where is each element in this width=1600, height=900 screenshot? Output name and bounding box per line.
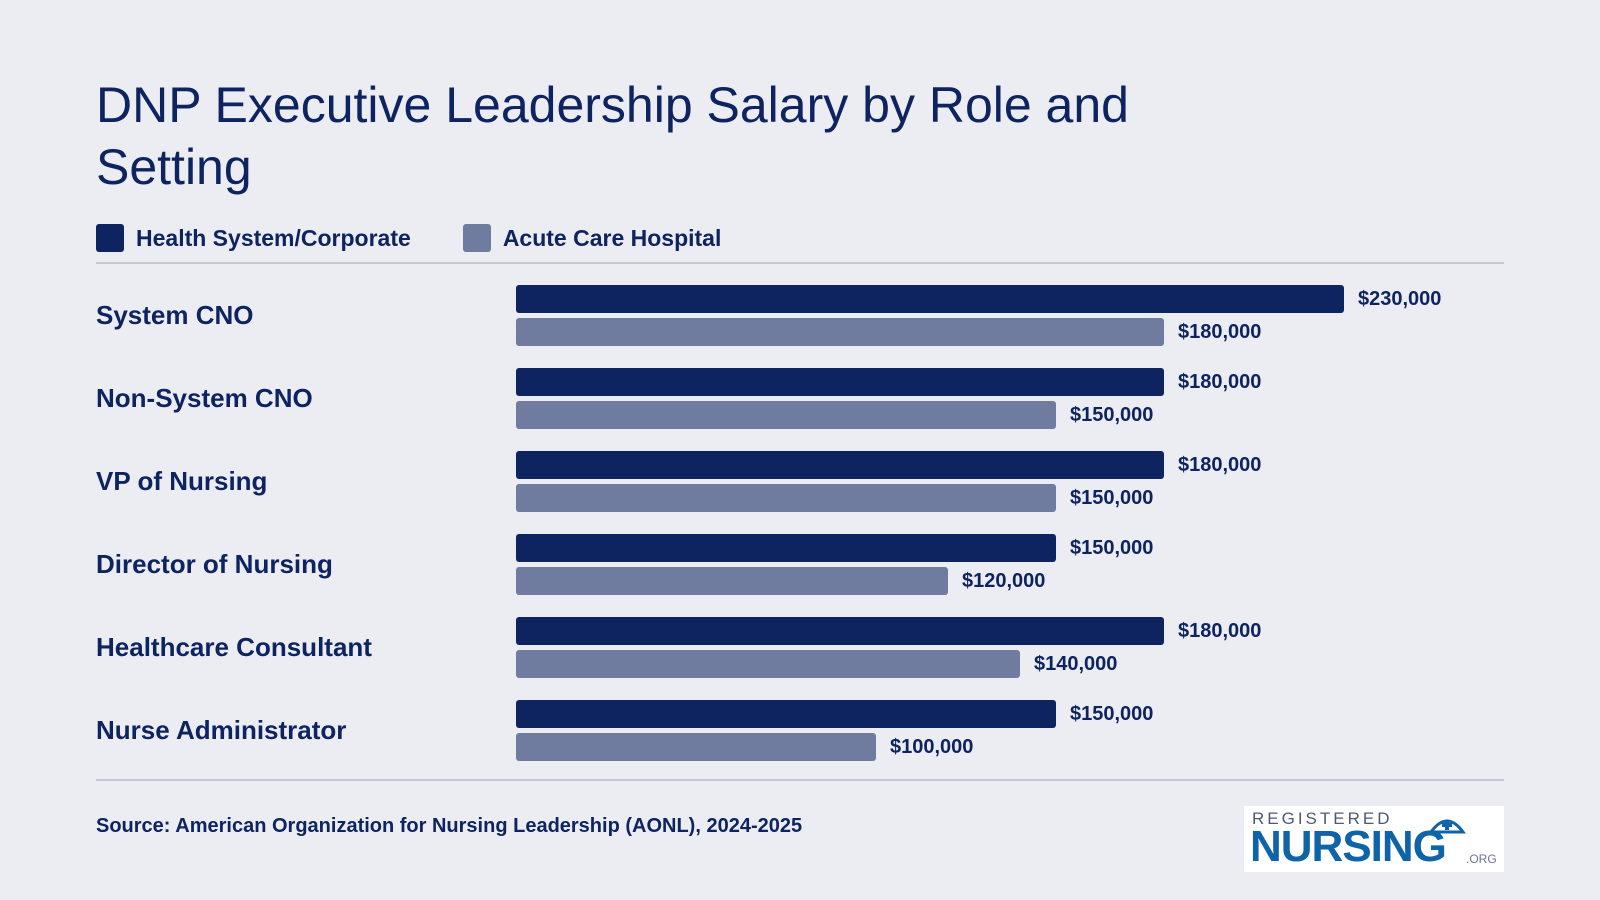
legend-item-acute-care: Acute Care Hospital (462, 224, 722, 252)
legend: Health System/Corporate Acute Care Hospi… (96, 224, 773, 252)
top-divider (96, 262, 1504, 264)
legend-label-health-system: Health System/Corporate (136, 224, 411, 251)
value-label-director-of-nursing-acute-care-hospital: $120,000 (962, 570, 1046, 592)
value-label-nurse-administrator-acute-care-hospital: $100,000 (890, 736, 974, 758)
bottom-divider (96, 779, 1504, 781)
value-label-vp-of-nursing-health-system-corporate: $180,000 (1178, 454, 1262, 476)
category-label-director-of-nursing: Director of Nursing (96, 549, 333, 579)
logo-top-text: REGISTERED (1252, 809, 1393, 828)
bar-non-system-cno-health-system-corporate (516, 368, 1164, 396)
legend-swatch-acute-care (462, 224, 491, 252)
bar-vp-of-nursing-acute-care-hospital (516, 484, 1056, 512)
value-label-system-cno-acute-care-hospital: $180,000 (1178, 321, 1262, 343)
bar-director-of-nursing-acute-care-hospital (516, 567, 948, 595)
chart-title: DNP Executive Leadership Salary by Role … (96, 77, 1129, 195)
bar-nurse-administrator-health-system-corporate (516, 700, 1056, 728)
bar-system-cno-health-system-corporate (516, 285, 1344, 313)
category-label-non-system-cno: Non-System CNO (96, 383, 313, 413)
value-label-healthcare-consultant-health-system-corporate: $180,000 (1178, 620, 1262, 642)
bar-system-cno-acute-care-hospital (516, 318, 1164, 346)
value-label-vp-of-nursing-acute-care-hospital: $150,000 (1070, 487, 1154, 509)
bar-director-of-nursing-health-system-corporate (516, 534, 1056, 562)
bar-vp-of-nursing-health-system-corporate (516, 451, 1164, 479)
category-label-healthcare-consultant: Healthcare Consultant (96, 632, 372, 662)
legend-item-health-system: Health System/Corporate (96, 224, 411, 252)
bar-nurse-administrator-acute-care-hospital (516, 733, 876, 761)
logo-suffix-text: .ORG (1466, 852, 1497, 866)
bar-non-system-cno-acute-care-hospital (516, 401, 1056, 429)
value-label-non-system-cno-acute-care-hospital: $150,000 (1070, 404, 1154, 426)
registered-nursing-logo: REGISTERED NURSING .ORG (1244, 806, 1504, 872)
source-note: Source: American Organization for Nursin… (96, 815, 803, 837)
logo-main-text: NURSING (1250, 822, 1447, 871)
nurse-cap-icon (1428, 819, 1466, 834)
category-label-vp-of-nursing: VP of Nursing (96, 466, 268, 496)
bar-healthcare-consultant-acute-care-hospital (516, 650, 1020, 678)
legend-swatch-health-system (96, 224, 124, 252)
value-label-healthcare-consultant-acute-care-hospital: $140,000 (1034, 653, 1118, 675)
category-label-system-cno: System CNO (96, 300, 254, 330)
bar-healthcare-consultant-health-system-corporate (516, 617, 1164, 645)
value-label-non-system-cno-health-system-corporate: $180,000 (1178, 371, 1262, 393)
value-label-system-cno-health-system-corporate: $230,000 (1358, 288, 1442, 310)
category-label-nurse-administrator: Nurse Administrator (96, 715, 347, 745)
legend-label-acute-care: Acute Care Hospital (502, 224, 722, 251)
value-label-nurse-administrator-health-system-corporate: $150,000 (1070, 703, 1154, 725)
value-label-director-of-nursing-health-system-corporate: $150,000 (1070, 537, 1154, 559)
